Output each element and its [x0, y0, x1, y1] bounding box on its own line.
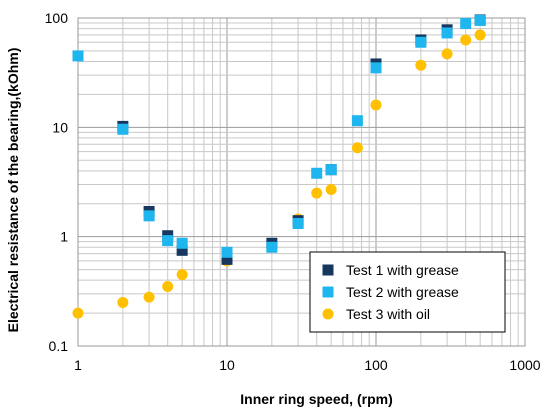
- data-point: [325, 164, 337, 176]
- data-point: [460, 34, 472, 46]
- data-point: [325, 184, 337, 196]
- y-axis-tick-labels: 0.1 1 10 100: [45, 10, 69, 354]
- data-point: [176, 269, 188, 281]
- data-point: [117, 296, 129, 308]
- data-points: [72, 14, 486, 319]
- legend-label: Test 2 with grease: [346, 284, 459, 300]
- x-tick-label: 10: [219, 357, 235, 373]
- data-point: [72, 50, 84, 62]
- legend-marker: [322, 264, 334, 276]
- x-tick-label: 100: [364, 357, 388, 373]
- data-point: [474, 29, 486, 41]
- legend: Test 1 with grease Test 2 with grease Test…: [309, 251, 506, 333]
- legend-label: Test 3 with oil: [346, 306, 430, 322]
- data-point: [460, 18, 472, 30]
- data-point: [72, 307, 84, 319]
- legend-label: Test 1 with grease: [346, 262, 459, 278]
- legend-marker: [322, 286, 334, 298]
- y-axis-title: Electrical resistance of the bearing,(kO…: [5, 48, 21, 333]
- x-axis-tick-labels: 1 10 100 1000: [74, 357, 541, 373]
- data-point: [311, 167, 323, 179]
- data-point: [143, 210, 155, 222]
- y-tick-label: 1: [60, 229, 68, 245]
- x-tick-label: 1: [74, 357, 82, 373]
- data-point: [162, 281, 174, 293]
- y-tick-label: 0.1: [49, 338, 69, 354]
- data-point: [162, 235, 174, 247]
- data-point: [176, 244, 188, 256]
- data-point: [415, 36, 427, 48]
- data-point: [117, 123, 129, 135]
- data-point: [415, 59, 427, 71]
- y-tick-label: 10: [52, 119, 68, 135]
- data-point: [176, 237, 188, 249]
- data-point: [474, 14, 486, 26]
- legend-marker: [322, 308, 334, 320]
- legend-box: [309, 251, 506, 333]
- plot-area-border: [77, 17, 526, 347]
- x-axis-title: Inner ring speed, (rpm): [240, 391, 392, 407]
- data-point: [370, 62, 382, 74]
- x-tick-label: 1000: [509, 357, 540, 373]
- data-point: [441, 48, 453, 60]
- data-point: [292, 217, 304, 229]
- data-point: [351, 115, 363, 127]
- y-tick-label: 100: [45, 10, 69, 26]
- data-point: [370, 99, 382, 111]
- data-point: [266, 241, 278, 253]
- data-point: [351, 142, 363, 154]
- data-point: [441, 27, 453, 39]
- data-point: [221, 253, 233, 265]
- data-point: [143, 291, 155, 303]
- data-point: [221, 246, 233, 258]
- series-2: [72, 14, 486, 258]
- data-point: [311, 187, 323, 199]
